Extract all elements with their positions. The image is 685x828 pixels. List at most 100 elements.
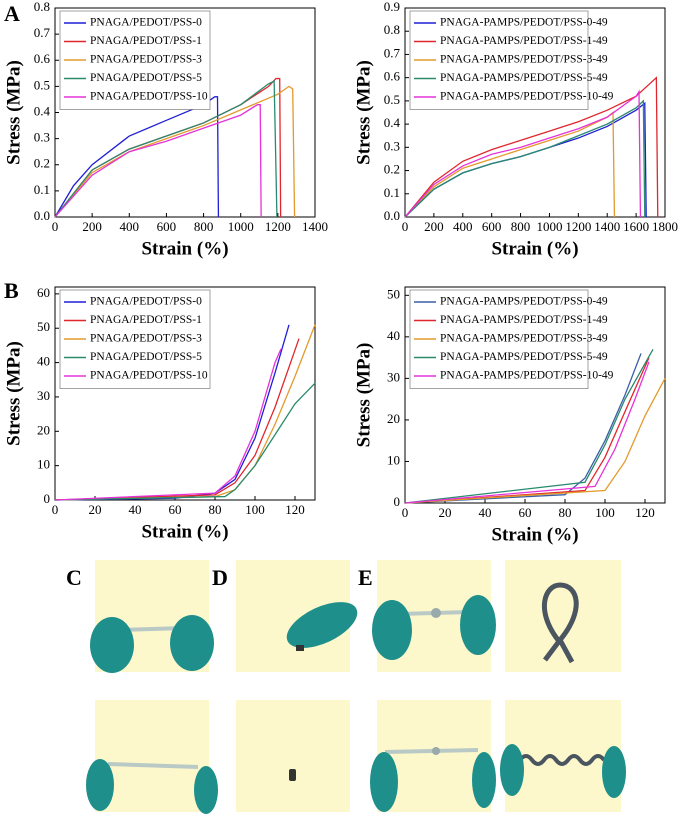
legend-label: PNAGA-PAMPS/PEDOT/PSS-3-49 xyxy=(440,333,608,345)
y-tick-label: 0.5 xyxy=(384,92,400,107)
y-tick-label: 0.9 xyxy=(384,0,400,14)
x-tick-label: 120 xyxy=(635,505,655,520)
series-line xyxy=(404,89,642,218)
x-tick-label: 400 xyxy=(453,219,473,234)
x-axis-label: Strain (%) xyxy=(491,238,578,259)
panel-label: B xyxy=(4,278,19,303)
y-tick-label: 20 xyxy=(387,411,400,426)
legend-label: PNAGA/PEDOT/PSS-3 xyxy=(90,54,202,66)
y-tick-label: 0.0 xyxy=(34,208,50,223)
x-tick-label: 800 xyxy=(511,219,531,234)
x-tick-label: 1200 xyxy=(565,219,591,234)
y-axis-label: Stress (MPa) xyxy=(3,341,24,446)
series-line xyxy=(54,96,220,218)
series-line xyxy=(404,76,659,218)
photo-sample xyxy=(518,754,606,766)
y-tick-label: 0.1 xyxy=(34,182,50,197)
legend-box xyxy=(409,10,589,110)
photo-glove xyxy=(460,595,496,655)
y-tick-label: 0.8 xyxy=(34,0,50,14)
x-tick-label: 1400 xyxy=(594,219,620,234)
photo-sample xyxy=(289,769,296,781)
y-tick-label: 60 xyxy=(37,285,50,300)
y-tick-label: 0.4 xyxy=(34,103,51,118)
plot-frame xyxy=(404,7,666,218)
plot-frame xyxy=(404,286,666,504)
y-tick-label: 50 xyxy=(37,319,50,334)
legend-label: PNAGA/PEDOT/PSS-1 xyxy=(90,35,202,47)
y-tick-label: 30 xyxy=(37,388,50,403)
x-tick-label: 200 xyxy=(424,219,444,234)
x-tick-label: 120 xyxy=(285,502,305,517)
photo-glove xyxy=(90,617,134,673)
photo-glove xyxy=(602,746,626,798)
y-tick-label: 0.2 xyxy=(384,162,400,177)
y-tick-label: 40 xyxy=(387,328,400,343)
x-tick-label: 100 xyxy=(245,502,265,517)
y-tick-label: 0.7 xyxy=(384,45,401,60)
x-tick-label: 100 xyxy=(595,505,615,520)
x-tick-label: 400 xyxy=(120,219,140,234)
legend-label: PNAGA-PAMPS/PEDOT/PSS-0-49 xyxy=(440,296,608,308)
photo-glove xyxy=(86,759,114,811)
x-tick-label: 0 xyxy=(402,505,409,520)
x-tick-label: 1400 xyxy=(302,219,328,234)
legend-label: PNAGA/PEDOT/PSS-5 xyxy=(90,351,202,363)
legend-label: PNAGA-PAMPS/PEDOT/PSS-10-49 xyxy=(440,370,614,382)
y-tick-label: 50 xyxy=(387,286,400,301)
y-tick-label: 30 xyxy=(387,369,400,384)
x-tick-label: 80 xyxy=(209,502,222,517)
x-tick-label: 60 xyxy=(519,505,532,520)
legend-label: PNAGA/PEDOT/PSS-5 xyxy=(90,72,202,84)
y-tick-label: 0.8 xyxy=(384,22,400,37)
x-tick-label: 600 xyxy=(157,219,177,234)
plot-frame xyxy=(54,286,316,501)
series-line xyxy=(404,348,654,504)
x-tick-label: 200 xyxy=(82,219,102,234)
photo-glove xyxy=(194,766,218,814)
x-tick-label: 1800 xyxy=(652,219,678,234)
series-line xyxy=(54,324,290,501)
legend-label: PNAGA/PEDOT/PSS-10 xyxy=(90,91,208,103)
series-line xyxy=(54,348,282,501)
panel-label: C xyxy=(66,565,82,590)
panel-label: A xyxy=(4,1,20,26)
y-axis-label: Stress (MPa) xyxy=(353,343,374,448)
chart: 0 200 400 600 800 1000 1200 1400 0.0 0.1 0.2 0.3 0.4… xyxy=(3,0,328,259)
photo-sample xyxy=(384,748,479,754)
photo-glove xyxy=(472,752,496,808)
y-tick-label: 0 xyxy=(44,491,51,506)
photo-glove xyxy=(500,744,524,796)
legend-label: PNAGA-PAMPS/PEDOT/PSS-1-49 xyxy=(440,314,608,326)
y-tick-label: 0.3 xyxy=(34,130,50,145)
y-tick-label: 0.0 xyxy=(384,208,400,223)
y-tick-label: 10 xyxy=(37,457,50,472)
x-tick-label: 20 xyxy=(89,502,102,517)
series-line xyxy=(404,111,616,218)
x-tick-label: 1600 xyxy=(623,219,649,234)
series-line xyxy=(54,85,296,218)
chart: 0 20 40 60 80 100 120 0 10 20 30 40 50 Strain (%) Stre… xyxy=(353,286,666,545)
photo xyxy=(236,700,350,812)
series-line xyxy=(404,353,642,504)
y-tick-label: 0.4 xyxy=(384,115,401,130)
legend-label: PNAGA-PAMPS/PEDOT/PSS-5-49 xyxy=(440,72,608,84)
x-tick-label: 60 xyxy=(169,502,182,517)
y-tick-label: 0.6 xyxy=(34,51,51,66)
series-line xyxy=(404,101,647,218)
series-line xyxy=(404,378,666,504)
y-axis-label: Stress (MPa) xyxy=(3,60,24,165)
photo-glove xyxy=(170,615,214,671)
x-tick-label: 600 xyxy=(482,219,502,234)
x-axis-label: Strain (%) xyxy=(491,524,578,545)
photo xyxy=(505,560,621,672)
legend-label: PNAGA/PEDOT/PSS-10 xyxy=(90,370,208,382)
x-tick-label: 800 xyxy=(194,219,214,234)
photo-glove xyxy=(372,600,412,660)
x-tick-label: 0 xyxy=(402,219,409,234)
y-tick-label: 10 xyxy=(387,452,400,467)
photo-sample xyxy=(296,645,304,651)
legend-label: PNAGA/PEDOT/PSS-0 xyxy=(90,296,202,308)
chart: 0 200 400 600 800 1000 1200 1400 1600 1800 0.0 0.1 0… xyxy=(353,0,678,259)
